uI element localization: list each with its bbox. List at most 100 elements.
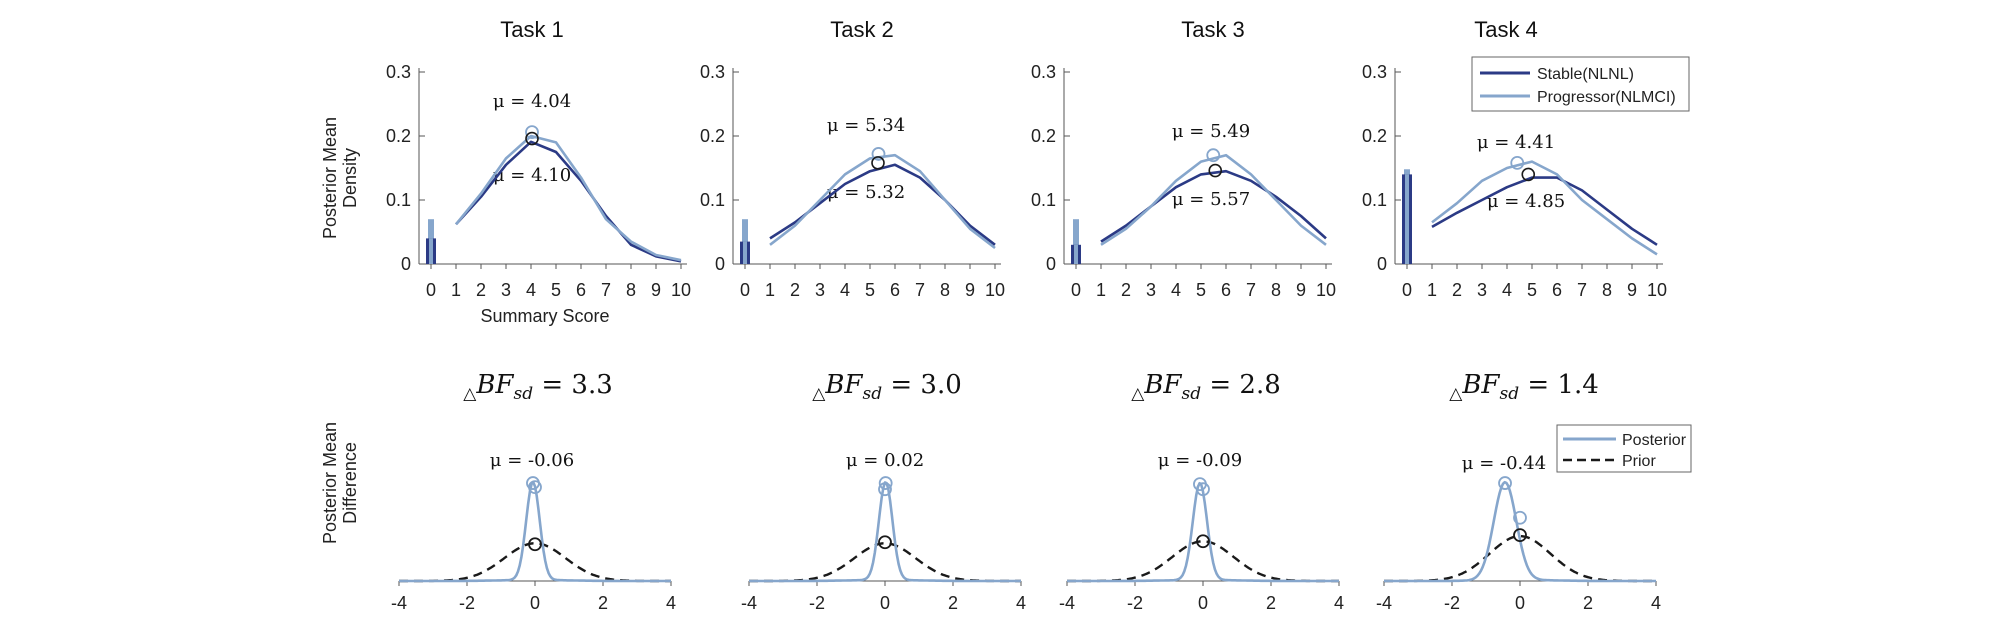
posterior-curve	[399, 480, 671, 583]
x-tick-label: 6	[890, 280, 900, 300]
x-tick-label: 4	[1016, 593, 1026, 613]
y-tick-label: 0.1	[1031, 190, 1056, 210]
line-stable	[769, 163, 996, 246]
bar-zero-progressor	[1073, 219, 1079, 264]
y-tick-label: 0.3	[386, 62, 411, 82]
x-tick-label: 7	[915, 280, 925, 300]
legend-label-stable: Stable(NLNL)	[1537, 66, 1634, 83]
x-tick-label: 6	[576, 280, 586, 300]
x-tick-label: -4	[741, 593, 757, 613]
x-tick-label: 2	[476, 280, 486, 300]
line-stable	[455, 140, 682, 263]
x-tick-label: -2	[1127, 593, 1143, 613]
y-tick-label: 0.2	[386, 126, 411, 146]
x-tick-label: 10	[671, 280, 691, 300]
x-tick-label: 1	[1096, 280, 1106, 300]
x-tick-label: 1	[451, 280, 461, 300]
x-tick-label: 10	[985, 280, 1005, 300]
posterior-peak-marker	[878, 476, 893, 490]
x-tick-label: 2	[1452, 280, 1462, 300]
line-progressor	[1100, 153, 1327, 246]
x-tick-label: 0	[740, 280, 750, 300]
posterior-zero-marker	[528, 480, 542, 495]
y-tick-label: 0.1	[386, 190, 411, 210]
y-tick-label: 0	[715, 254, 725, 274]
panel-title: Task 1	[500, 17, 564, 42]
x-tick-label: 10	[1647, 280, 1667, 300]
posterior-curve	[1384, 480, 1656, 583]
x-tick-label: 2	[598, 593, 608, 613]
x-tick-label: 4	[1502, 280, 1512, 300]
x-tick-label: 4	[666, 593, 676, 613]
bar-zero-progressor-inner	[743, 241, 747, 264]
x-tick-label: -4	[1376, 593, 1392, 613]
x-tick-label: 7	[1246, 280, 1256, 300]
mu-bottom-label: μ = 5.32	[827, 182, 905, 203]
panel-title: Task 4	[1474, 17, 1538, 42]
x-tick-label: 5	[1527, 280, 1537, 300]
bar-zero-progressor-inner	[1074, 244, 1078, 264]
x-tick-label: -4	[1059, 593, 1075, 613]
panel-difference-3: △BFsd = 2.8 μ = -0.09 -4 -2 0 2 4	[1059, 370, 1344, 613]
x-tick-label: 8	[940, 280, 950, 300]
legend-label-progressor: Progressor(NLMCI)	[1537, 89, 1676, 106]
x-tick-label: 1	[1427, 280, 1437, 300]
mean-marker-stable	[1208, 163, 1223, 178]
panel-title: Task 3	[1181, 17, 1245, 42]
bottom-ylabel-line1: Posterior Mean	[320, 422, 340, 544]
panel-task-4: Task 4 μ = 4.41 μ = 4.85 00.10.20.30 1 2 3 4…	[1362, 17, 1667, 300]
panel-task-1: Task 1 μ = 4.04 μ = 4.10 00.10.20.30 1 2 3 4…	[386, 17, 691, 300]
x-tick-label: 2	[948, 593, 958, 613]
mu-bottom-label: μ = 4.10	[493, 165, 571, 186]
posterior-curve	[1067, 481, 1339, 583]
top-ylabel-line2: Density	[340, 148, 360, 208]
x-tick-label: 0	[1071, 280, 1081, 300]
prior-curve	[399, 542, 671, 583]
x-tick-label: 9	[1627, 280, 1637, 300]
mu-top-label: μ = 4.04	[493, 91, 571, 112]
panel-difference-2: △BFsd = 3.0 μ = 0.02 -4 -2 0 2 4	[741, 370, 1026, 613]
x-tick-label: -2	[1444, 593, 1460, 613]
x-tick-label: 7	[601, 280, 611, 300]
y-tick-label: 0.3	[1031, 62, 1056, 82]
x-tick-label: 4	[840, 280, 850, 300]
bar-zero-progressor-inner	[429, 238, 433, 264]
x-tick-label: 4	[526, 280, 536, 300]
bottom-ylabel-line2: Difference	[340, 442, 360, 524]
mean-marker-progressor	[1510, 155, 1525, 170]
y-tick-label: 0.1	[700, 190, 725, 210]
mean-marker-progressor	[871, 147, 886, 161]
x-tick-label: 0	[530, 593, 540, 613]
y-tick-label: 0	[401, 254, 411, 274]
panel-difference-4: △BFsd = 1.4 μ = -0.44 -4 -2 0 2 4	[1376, 370, 1661, 613]
bf-title: △BFsd = 1.4	[1449, 370, 1599, 404]
bar-zero-progressor-inner	[1405, 174, 1409, 264]
mu-label: μ = -0.06	[490, 450, 574, 471]
x-tick-label: 6	[1221, 280, 1231, 300]
x-tick-label: 4	[1334, 593, 1344, 613]
mu-label: μ = -0.44	[1462, 453, 1546, 474]
x-tick-label: -2	[459, 593, 475, 613]
bf-title: △BFsd = 3.3	[463, 370, 613, 404]
y-tick-label: 0.3	[700, 62, 725, 82]
panel-title: Task 2	[830, 17, 894, 42]
mean-marker-stable	[871, 156, 885, 170]
x-tick-label: 3	[1477, 280, 1487, 300]
prior-zero-marker	[528, 537, 542, 552]
prior-zero-marker	[878, 535, 892, 550]
y-tick-label: 0.2	[1362, 126, 1387, 146]
mean-marker-progressor	[525, 125, 539, 140]
top-xlabel: Summary Score	[480, 306, 609, 326]
posterior-curve	[749, 481, 1021, 583]
posterior-peak-marker	[1498, 476, 1512, 490]
x-tick-label: 8	[1602, 280, 1612, 300]
x-tick-label: 5	[865, 280, 875, 300]
posterior-zero-marker	[1513, 510, 1527, 525]
x-tick-label: 10	[1316, 280, 1336, 300]
bf-title: △BFsd = 2.8	[1131, 370, 1281, 404]
x-tick-label: 5	[1196, 280, 1206, 300]
panel-task-2: Task 2 μ = 5.34 μ = 5.32 00.10.20.30 1 2 3 4…	[700, 17, 1005, 300]
x-tick-label: 9	[651, 280, 661, 300]
y-tick-label: 0.2	[700, 126, 725, 146]
